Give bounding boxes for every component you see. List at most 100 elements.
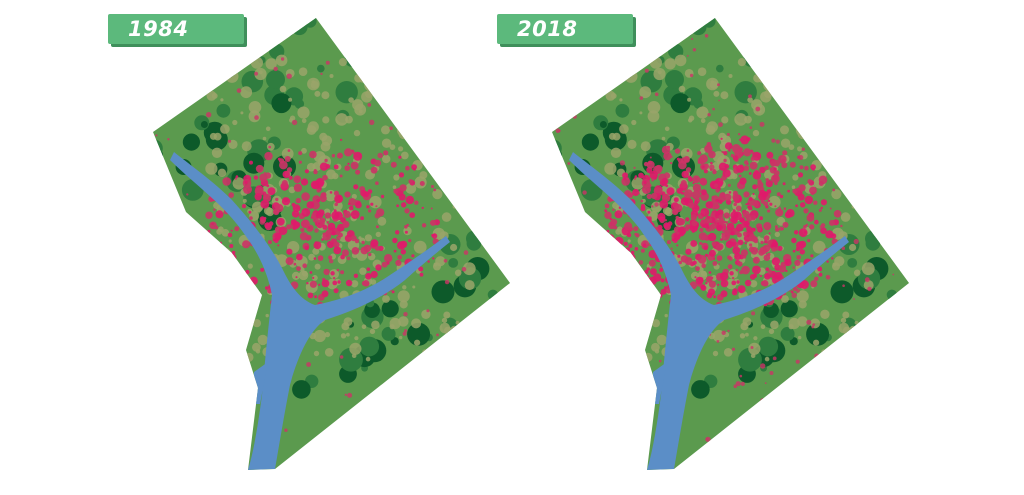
land-cover-patch	[326, 240, 335, 249]
land-cover-patch	[443, 259, 448, 263]
land-cover-patch	[823, 73, 832, 83]
land-cover-patch	[430, 207, 433, 210]
land-cover-patch	[213, 208, 216, 211]
land-cover-patch	[728, 74, 733, 78]
land-cover-patch	[220, 124, 230, 134]
land-cover-patch	[704, 216, 713, 224]
land-cover-patch	[651, 201, 662, 213]
land-cover-patch	[718, 122, 723, 127]
land-cover-patch	[425, 96, 436, 107]
land-cover-patch	[350, 210, 360, 219]
land-cover-patch	[853, 238, 859, 245]
land-cover-patch	[464, 69, 469, 74]
land-cover-patch	[830, 92, 842, 104]
land-cover-patch	[860, 103, 870, 113]
land-cover-patch	[689, 73, 694, 78]
land-cover-patch	[368, 209, 372, 213]
land-cover-patch	[886, 289, 898, 300]
land-cover-patch	[610, 218, 618, 226]
land-cover-patch	[752, 192, 755, 196]
land-cover-patch	[430, 184, 435, 189]
land-cover-patch	[760, 65, 774, 78]
land-cover-patch	[736, 164, 745, 173]
land-cover-patch	[835, 149, 841, 155]
land-cover-patch	[616, 255, 624, 263]
land-cover-patch	[690, 18, 707, 36]
land-cover-patch	[344, 393, 347, 396]
land-cover-patch	[675, 215, 680, 220]
land-cover-patch	[832, 262, 837, 267]
land-cover-patch	[447, 132, 454, 139]
land-cover-patch	[694, 276, 697, 279]
land-cover-patch	[365, 273, 372, 280]
land-cover-patch	[812, 323, 816, 326]
land-cover-patch	[884, 18, 890, 21]
land-cover-patch	[670, 93, 691, 114]
land-cover-patch	[723, 221, 726, 224]
land-cover-patch	[300, 267, 305, 272]
land-cover-patch	[704, 34, 709, 38]
land-cover-patch	[902, 380, 907, 385]
land-cover-patch	[370, 202, 374, 206]
land-cover-patch	[748, 246, 755, 253]
land-cover-patch	[721, 18, 740, 27]
land-cover-patch	[370, 56, 379, 65]
land-cover-patch	[467, 193, 471, 197]
land-cover-patch	[288, 175, 293, 180]
land-cover-patch	[743, 51, 759, 67]
land-cover-patch	[820, 199, 827, 206]
land-cover-patch	[334, 202, 338, 207]
land-cover-patch	[401, 116, 408, 123]
land-cover-patch	[189, 232, 193, 236]
land-cover-patch	[434, 158, 440, 164]
land-cover-patch	[215, 210, 224, 219]
land-cover-patch	[390, 161, 397, 168]
land-cover-patch	[625, 252, 633, 260]
land-cover-patch	[555, 369, 561, 374]
land-cover-patch	[800, 396, 809, 405]
land-cover-patch	[721, 150, 724, 154]
land-cover-patch	[817, 266, 823, 272]
land-cover-patch	[317, 222, 321, 225]
land-cover-patch	[419, 272, 424, 277]
land-cover-patch	[769, 426, 783, 439]
land-cover-patch	[817, 140, 821, 143]
land-cover-patch	[281, 147, 294, 160]
land-cover-patch	[599, 121, 607, 128]
land-cover-patch	[710, 80, 715, 84]
land-cover-patch	[205, 211, 213, 219]
land-cover-patch	[834, 399, 837, 403]
land-cover-patch	[377, 216, 387, 226]
land-cover-patch	[389, 126, 393, 130]
land-cover-patch	[758, 336, 779, 357]
land-cover-patch	[735, 381, 741, 387]
land-cover-patch	[381, 326, 396, 341]
land-cover-patch	[556, 348, 561, 353]
land-cover-patch	[444, 337, 454, 347]
land-cover-patch	[857, 143, 870, 156]
land-cover-patch	[829, 105, 835, 110]
land-cover-patch	[572, 54, 592, 74]
land-cover-patch	[895, 367, 899, 371]
land-cover-patch	[680, 147, 693, 160]
land-cover-patch	[471, 172, 474, 175]
land-cover-patch	[298, 67, 308, 76]
land-cover-patch	[614, 73, 623, 82]
land-cover-patch	[835, 108, 849, 121]
land-cover-patch	[745, 455, 750, 460]
land-cover-patch	[742, 462, 745, 465]
land-cover-patch	[822, 439, 834, 451]
land-cover-patch	[604, 162, 617, 175]
land-cover-patch	[254, 67, 267, 81]
land-cover-patch	[724, 193, 732, 201]
land-cover-patch	[861, 62, 867, 68]
land-cover-patch	[396, 204, 399, 208]
land-cover-patch	[744, 242, 747, 245]
land-cover-patch	[272, 238, 276, 242]
land-cover-patch	[391, 290, 395, 294]
land-cover-patch	[614, 236, 624, 246]
land-cover-patch	[842, 311, 850, 319]
land-cover-patch	[438, 116, 449, 127]
land-cover-patch	[702, 242, 705, 246]
land-cover-patch	[831, 85, 835, 90]
